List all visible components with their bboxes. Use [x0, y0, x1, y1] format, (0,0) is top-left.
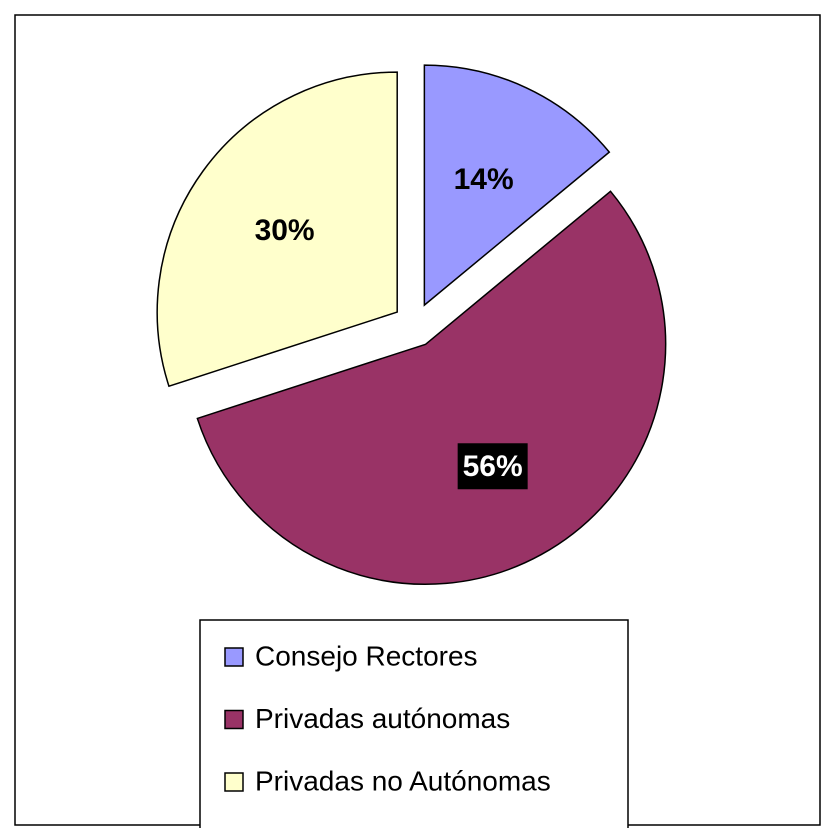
- legend-box: [199, 619, 629, 828]
- legend-swatch: [224, 647, 244, 667]
- pie-slice: [196, 190, 667, 585]
- legend-label: Privadas autónomas: [255, 703, 510, 734]
- legend-swatch: [224, 772, 244, 792]
- data-label-bg: [457, 443, 528, 490]
- legend-label: Privadas no Autónomas: [255, 765, 551, 796]
- data-label: 56%: [463, 450, 523, 483]
- data-label: 14%: [454, 163, 514, 196]
- pie-slice: [423, 64, 611, 307]
- legend-swatch: [224, 709, 244, 730]
- legend-label: Consejo Rectores: [255, 640, 478, 671]
- pie-slice: [156, 71, 398, 388]
- data-label: 30%: [255, 214, 315, 247]
